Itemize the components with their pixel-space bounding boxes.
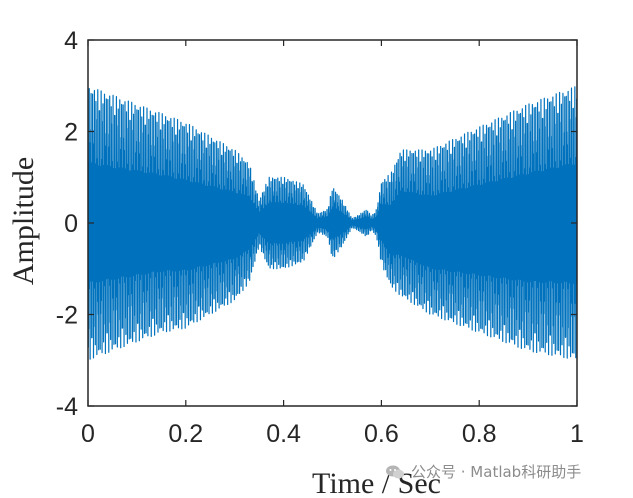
x-tick-label: 0.2 (168, 420, 203, 448)
watermark: 公众号 · Matlab科研助手 (385, 461, 581, 482)
x-tick-label: 0.6 (364, 420, 399, 448)
x-tick-label: 0.4 (266, 420, 301, 448)
y-tick-label: -2 (56, 302, 78, 330)
x-axis-label: Time / Sec (312, 467, 441, 498)
x-tick-label: 1 (570, 420, 584, 448)
x-ticks: 0 0.2 0.4 0.6 0.8 1 (81, 40, 584, 448)
y-tick-label: 0 (64, 210, 78, 238)
wechat-icon (386, 465, 404, 478)
watermark-text: 公众号 · Matlab科研助手 (411, 463, 582, 481)
y-ticks: -4 -2 0 2 4 (56, 27, 577, 421)
series-group (88, 86, 577, 360)
y-axis-label: Amplitude (7, 157, 40, 285)
y-tick-label: 4 (64, 27, 78, 55)
x-tick-label: 0 (81, 420, 95, 448)
y-tick-label: 2 (64, 119, 78, 147)
y-tick-label: -4 (56, 393, 78, 421)
series-line (88, 86, 577, 360)
x-tick-label: 0.8 (462, 420, 497, 448)
